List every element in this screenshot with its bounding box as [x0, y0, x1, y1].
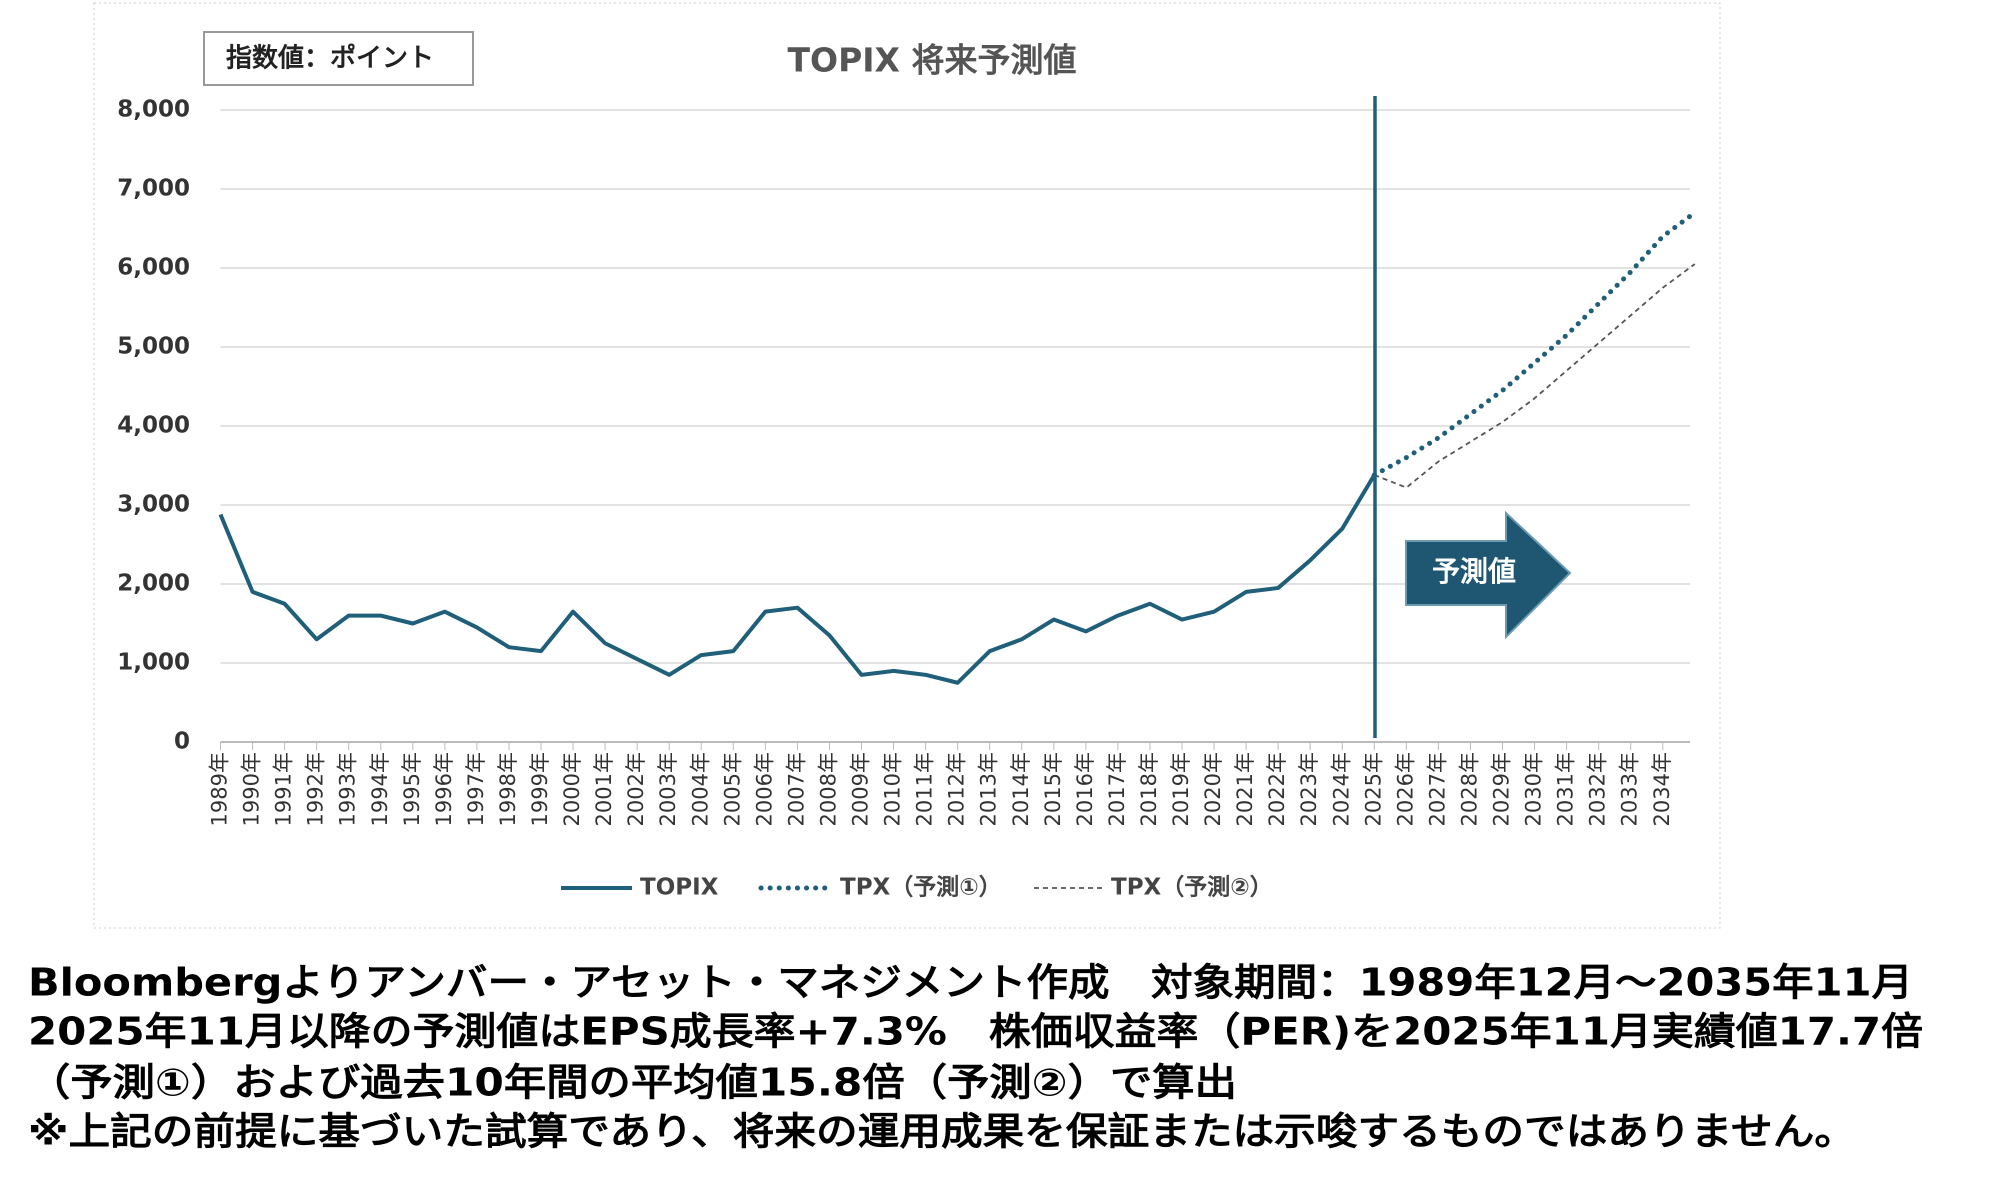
x-tick-label: 2034年	[1650, 752, 1674, 826]
x-tick-label: 2012年	[945, 752, 969, 826]
x-tick-label: 1992年	[304, 752, 328, 826]
x-tick-label: 2023年	[1297, 752, 1321, 826]
x-tick-label: 1989年	[208, 752, 232, 826]
y-tick-label: 8,000	[117, 97, 190, 123]
x-tick-label: 2002年	[624, 752, 648, 826]
annotation: 予測値	[1432, 555, 1516, 588]
x-tick-label: 1995年	[400, 752, 424, 826]
unit-box	[203, 31, 474, 86]
forecast-arrow	[1405, 510, 1572, 640]
x-tick-label: 2000年	[560, 752, 584, 826]
legend-label: TPX（予測②）	[1111, 874, 1273, 901]
plot: 0 1,000 2,000 3,000 4,000 5,000 6,000 7,000 8,00…	[117, 97, 1698, 826]
x-tick-label: 2011年	[913, 752, 937, 826]
series-line	[1371, 210, 1698, 478]
note: Bloombergよりアンバー・アセット・マネジメント作成 対象期間：1989年…	[28, 961, 1913, 1005]
x-tick-label: 1998年	[496, 752, 520, 826]
x-tick-label: 2013年	[977, 752, 1001, 826]
x-tick-label: 2017年	[1105, 752, 1129, 826]
x-tick-label: 2028年	[1457, 752, 1481, 826]
unit-label: 指数値：ポイント	[226, 43, 434, 74]
note: ※上記の前提に基づいた試算であり、将来の運用成果を保証または示唆するものではあり…	[28, 1110, 1856, 1154]
y-tick-label: 1,000	[117, 650, 190, 676]
note: （予測①）および過去10年間の平均値15.8倍（予測②）で算出	[28, 1061, 1237, 1105]
x-tick-label: 1997年	[464, 752, 488, 826]
x-tick-label: 2025年	[1361, 752, 1385, 826]
x-tick-label: 2032年	[1586, 752, 1610, 826]
series-line	[218, 473, 1377, 685]
x-tick-label: 2026年	[1393, 752, 1417, 826]
legend-label: TOPIX	[640, 875, 719, 901]
x-tick-label: 2029年	[1490, 752, 1514, 826]
legend-label: TPX（予測①）	[840, 874, 1002, 901]
x-tick-label: 2027年	[1425, 752, 1449, 826]
y-tick-label: 2,000	[117, 571, 190, 597]
x-tick-label: 2006年	[752, 752, 776, 826]
y-tick-label: 3,000	[117, 492, 190, 518]
series-line	[1373, 263, 1696, 489]
x-tick-label: 2007年	[784, 752, 808, 826]
x-tick-label: 1993年	[336, 752, 360, 826]
x-tick-label: 1999年	[528, 752, 552, 826]
x-tick-label: 2024年	[1329, 752, 1353, 826]
x-tick-label: 2003年	[656, 752, 680, 826]
x-tick-label: 2010年	[881, 752, 905, 826]
y-tick-label: 4,000	[117, 413, 190, 439]
x-tick-label: 2021年	[1233, 752, 1257, 826]
x-tick-label: 1991年	[272, 752, 296, 826]
x-tick-label: 2008年	[816, 752, 840, 826]
x-tick-label: 2016年	[1073, 752, 1097, 826]
x-tick-label: 1996年	[432, 752, 456, 826]
x-tick-label: 2009年	[849, 752, 873, 826]
x-tick-label: 1990年	[240, 752, 264, 826]
y-tick-label: 7,000	[117, 176, 190, 202]
x-tick-label: 2005年	[720, 752, 744, 826]
x-tick-label: 1994年	[368, 752, 392, 826]
y-tick-label: 5,000	[117, 334, 190, 360]
x-tick-label: 2031年	[1554, 752, 1578, 826]
x-tick-label: 2019年	[1169, 752, 1193, 826]
x-tick-label: 2030年	[1522, 752, 1546, 826]
notes: Bloombergよりアンバー・アセット・マネジメント作成 対象期間：1989年…	[28, 961, 1923, 1154]
x-tick-label: 2004年	[688, 752, 712, 826]
x-tick-label: 2014年	[1009, 752, 1033, 826]
x-tick-label: 2015年	[1041, 752, 1065, 826]
y-tick-label: 6,000	[117, 255, 190, 281]
x-tick-label: 2022年	[1265, 752, 1289, 826]
x-tick-label: 2018年	[1137, 752, 1161, 826]
x-tick-label: 2033年	[1618, 752, 1642, 826]
note: 2025年11月以降の予測値はEPS成長率+7.3% 株価収益率（PER)を20…	[28, 1010, 1923, 1054]
x-tick-label: 2020年	[1201, 752, 1225, 826]
chart-title: TOPIX 将来予測値	[788, 41, 1077, 80]
x-tick-label: 2001年	[592, 752, 616, 826]
y-tick-label: 0	[174, 729, 190, 755]
